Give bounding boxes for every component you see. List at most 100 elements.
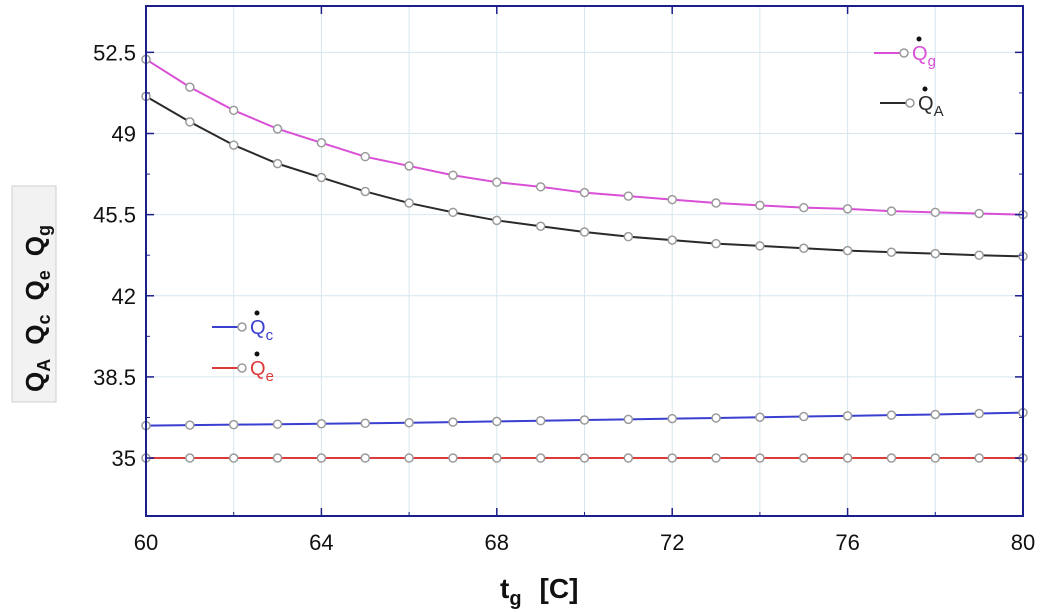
data-point-c xyxy=(844,412,852,420)
data-point-c xyxy=(931,410,939,418)
legend-swatch-marker xyxy=(238,364,246,372)
data-point-c xyxy=(493,417,501,425)
legend-label-g: Qg xyxy=(912,43,936,70)
data-point-e xyxy=(449,454,457,462)
data-point-A xyxy=(274,160,282,168)
data-point-g xyxy=(756,201,764,209)
data-point-e xyxy=(405,454,413,462)
data-point-A xyxy=(887,248,895,256)
data-point-A xyxy=(844,247,852,255)
data-point-c xyxy=(800,413,808,421)
data-point-g xyxy=(712,199,720,207)
x-tick-label: 72 xyxy=(660,530,684,555)
data-point-g xyxy=(844,205,852,213)
data-point-A xyxy=(756,242,764,250)
data-point-e xyxy=(186,454,194,462)
gridlines xyxy=(146,6,1023,516)
legend-dot-accent xyxy=(255,311,260,316)
legend-item-g: Qg xyxy=(874,37,936,71)
data-point-A xyxy=(361,187,369,195)
data-point-g xyxy=(581,189,589,197)
data-point-e xyxy=(317,454,325,462)
legend-dot-accent xyxy=(917,37,922,42)
y-tick-label: 42 xyxy=(112,284,136,309)
data-point-c xyxy=(186,421,194,429)
legend-swatch-marker xyxy=(906,99,914,107)
y-tick-label: 35 xyxy=(112,446,136,471)
data-point-A xyxy=(230,141,238,149)
data-point-A xyxy=(624,233,632,241)
data-point-c xyxy=(317,420,325,428)
data-point-A xyxy=(668,236,676,244)
legend-item-c: Qc xyxy=(212,311,274,345)
data-point-g xyxy=(186,83,194,91)
data-point-e xyxy=(581,454,589,462)
legend-dot-accent xyxy=(923,87,928,92)
data-point-g xyxy=(975,209,983,217)
x-tick-label: 68 xyxy=(485,530,509,555)
data-point-g xyxy=(449,171,457,179)
data-point-e xyxy=(800,454,808,462)
data-point-A xyxy=(712,240,720,248)
data-point-e xyxy=(756,454,764,462)
data-point-g xyxy=(537,183,545,191)
data-point-e xyxy=(624,454,632,462)
data-point-g xyxy=(493,178,501,186)
data-point-c xyxy=(537,417,545,425)
data-point-c xyxy=(361,419,369,427)
data-point-c xyxy=(624,415,632,423)
data-point-e xyxy=(493,454,501,462)
data-point-e xyxy=(668,454,676,462)
data-point-e xyxy=(537,454,545,462)
data-point-g xyxy=(361,153,369,161)
data-point-g xyxy=(317,139,325,147)
data-point-c xyxy=(712,414,720,422)
data-point-g xyxy=(887,207,895,215)
data-point-c xyxy=(405,419,413,427)
data-point-g xyxy=(668,196,676,204)
legend-swatch-marker xyxy=(900,49,908,57)
data-point-e xyxy=(975,454,983,462)
data-point-e xyxy=(931,454,939,462)
legend-swatch-marker xyxy=(238,323,246,331)
data-point-c xyxy=(581,416,589,424)
axis-ticks: 60 64 68 72 76 803538.54245.54952.5 xyxy=(93,6,1035,555)
data-point-g xyxy=(405,162,413,170)
data-point-e xyxy=(712,454,720,462)
y-tick-label: 49 xyxy=(112,122,136,147)
data-point-c xyxy=(668,415,676,423)
legend-label-A: QA xyxy=(918,93,944,120)
series-e xyxy=(142,454,1027,462)
data-point-c xyxy=(887,411,895,419)
data-point-c xyxy=(274,420,282,428)
x-axis-label-text: tg [C] xyxy=(500,573,578,610)
data-point-g xyxy=(931,208,939,216)
data-point-A xyxy=(800,244,808,252)
data-point-g xyxy=(230,106,238,114)
y-tick-label: 45.5 xyxy=(93,203,136,228)
legend-dot-accent xyxy=(255,352,260,357)
legend-label-c: Qc xyxy=(250,317,274,344)
data-point-e xyxy=(274,454,282,462)
x-tick-label: 60 xyxy=(134,530,158,555)
y-tick-label: 38.5 xyxy=(93,365,136,390)
data-point-g xyxy=(624,192,632,200)
y-tick-label: 52.5 xyxy=(93,40,136,65)
data-point-c xyxy=(975,410,983,418)
legend-label-e: Qe xyxy=(250,358,274,385)
data-point-A xyxy=(449,208,457,216)
data-point-A xyxy=(317,174,325,182)
data-point-A xyxy=(581,228,589,236)
data-point-e xyxy=(887,454,895,462)
data-point-A xyxy=(931,250,939,258)
data-point-c xyxy=(230,421,238,429)
data-point-c xyxy=(449,418,457,426)
data-point-g xyxy=(800,204,808,212)
data-point-e xyxy=(361,454,369,462)
data-point-A xyxy=(537,222,545,230)
x-axis-label: tg [C] xyxy=(500,573,578,610)
y-axis-label: QAQcQeQg xyxy=(12,186,56,402)
x-tick-label: 80 xyxy=(1011,530,1035,555)
data-point-e xyxy=(230,454,238,462)
data-point-A xyxy=(975,251,983,259)
